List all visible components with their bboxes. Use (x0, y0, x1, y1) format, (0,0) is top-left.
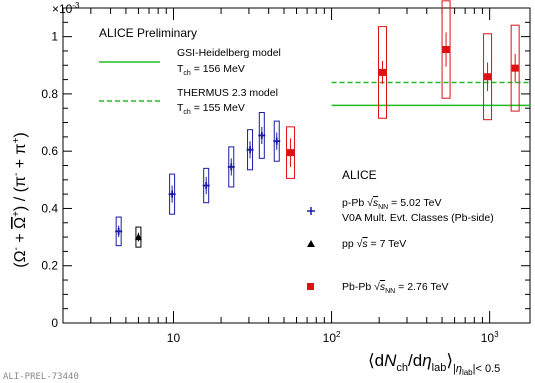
legend-ppb-label2: V0A Mult. Evt. Classes (Pb-side) (342, 212, 494, 224)
sys-box (378, 26, 388, 119)
x-tick-label: 10 (167, 331, 181, 345)
legend-thermus-label: THERMUS 2.3 model (177, 87, 278, 99)
legend-thermus-tch: Tch = 155 MeV (177, 102, 245, 116)
plot-frame-layer (62, 7, 531, 324)
legend-header: ALICE (342, 168, 377, 182)
y-tick-label: 0 (51, 316, 58, 330)
watermark: ALI-PREL-73440 (3, 372, 79, 382)
legend-pp-label: pp √s = 7 TeV (342, 238, 406, 250)
y-exponent-label: ×10-3 (52, 1, 80, 16)
sys-box (441, 0, 451, 99)
y-tick-label: 0.4 (41, 201, 58, 215)
data-point (442, 46, 450, 54)
y-tick-label: 0.2 (41, 259, 58, 273)
model-lines-layer (331, 81, 530, 107)
data-points-layer (115, 0, 520, 248)
legend-ppb-marker (307, 207, 315, 215)
sys-box (135, 226, 142, 248)
data-point (379, 68, 387, 76)
data-point (134, 233, 142, 241)
y-tick-label: 0.8 (41, 87, 58, 101)
x-tick-label: 102 (323, 330, 341, 345)
x-tick-label: 103 (481, 330, 499, 345)
legend-pp-marker (307, 240, 315, 247)
sys-box (286, 126, 296, 179)
data-point (484, 73, 492, 81)
legend-pbpb-marker (307, 283, 314, 290)
legend-gsi-tch: Tch = 156 MeV (177, 63, 245, 77)
plot-frame (62, 7, 531, 324)
sys-box (510, 24, 520, 112)
axis-ticks-layer: 0 0.2 0.4 0.6 0.8 1 10 102 103 (41, 7, 530, 345)
data-point (287, 149, 295, 157)
legend-ppb-label: p-Pb √sNN = 5.02 TeV (342, 197, 441, 211)
y-axis-label: (Ω- + Ω+) / (π- + π+) (11, 132, 29, 268)
sys-box (483, 33, 493, 121)
chart-title: ALICE Preliminary (99, 26, 197, 40)
y-tick-label: 1 (51, 30, 58, 44)
legend-pbpb-label: Pb-Pb √sNN = 2.76 TeV (342, 281, 448, 295)
x-axis-label: ⟨dNch/dηlab⟩|ηlab|< 0.5 (368, 351, 500, 377)
y-tick-label: 0.6 (41, 144, 58, 158)
data-point (511, 64, 519, 72)
legend-gsi-label: GSI-Heidelberg model (177, 47, 281, 59)
